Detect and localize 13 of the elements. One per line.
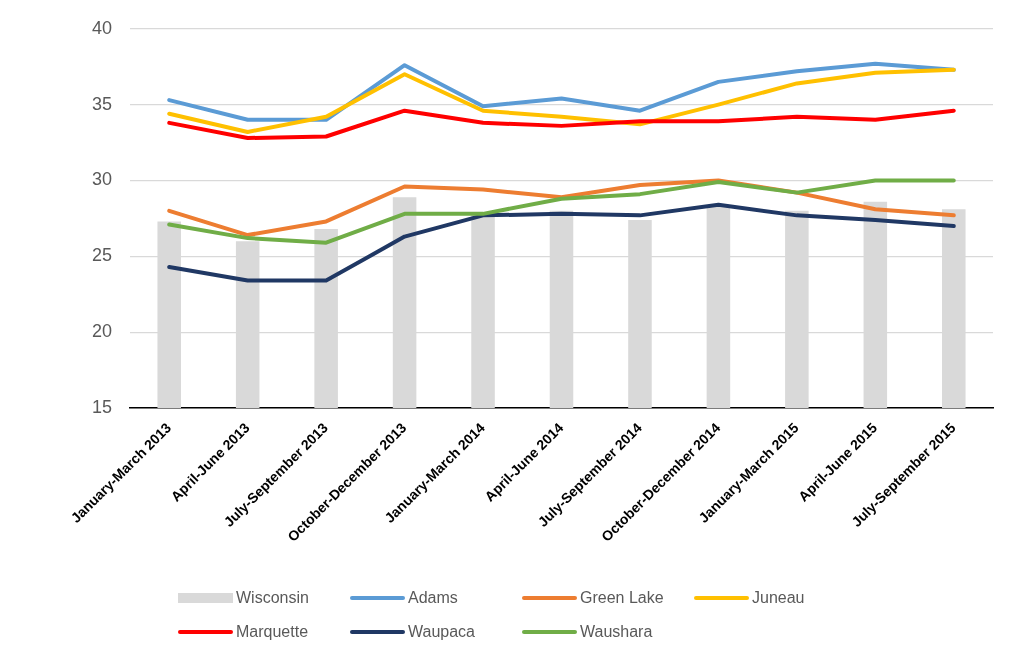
- y-tick-label: 35: [91, 93, 112, 114]
- legend-label: Green Lake: [580, 589, 664, 607]
- legend-label: Waushara: [580, 623, 653, 641]
- y-tick-label: 20: [91, 321, 112, 342]
- legend-label: Marquette: [236, 623, 309, 641]
- y-tick-label: 15: [91, 396, 112, 417]
- legend-label: Wisconsin: [236, 589, 309, 607]
- y-tick-label: 40: [91, 17, 112, 38]
- legend-label: Waupaca: [408, 623, 476, 641]
- y-tick-label: 25: [91, 245, 112, 266]
- legend-label: Adams: [408, 589, 458, 607]
- y-tick-label: 30: [91, 169, 112, 190]
- legend-label: Juneau: [752, 589, 805, 607]
